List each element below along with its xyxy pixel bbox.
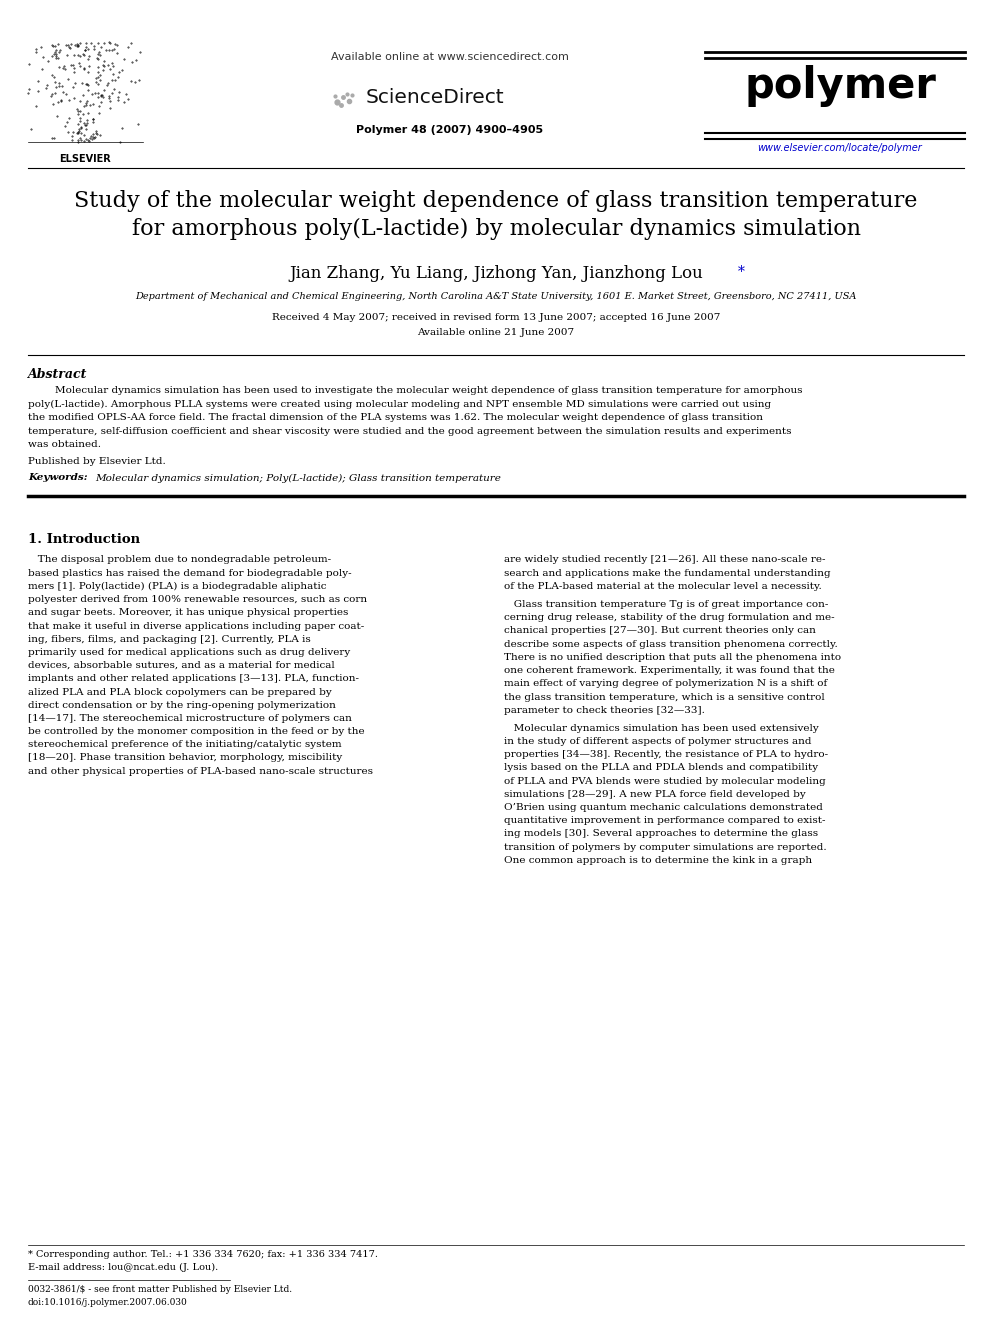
Text: properties [34—38]. Recently, the resistance of PLA to hydro-: properties [34—38]. Recently, the resist… bbox=[504, 750, 828, 759]
Text: parameter to check theories [32—33].: parameter to check theories [32—33]. bbox=[504, 705, 705, 714]
Text: * Corresponding author. Tel.: +1 336 334 7620; fax: +1 336 334 7417.: * Corresponding author. Tel.: +1 336 334… bbox=[28, 1250, 378, 1259]
Text: www.elsevier.com/locate/polymer: www.elsevier.com/locate/polymer bbox=[758, 143, 923, 153]
Text: The disposal problem due to nondegradable petroleum-: The disposal problem due to nondegradabl… bbox=[28, 556, 331, 565]
Text: ing models [30]. Several approaches to determine the glass: ing models [30]. Several approaches to d… bbox=[504, 830, 818, 839]
Text: in the study of different aspects of polymer structures and: in the study of different aspects of pol… bbox=[504, 737, 811, 746]
Text: main effect of varying degree of polymerization N is a shift of: main effect of varying degree of polymer… bbox=[504, 679, 827, 688]
Text: transition of polymers by computer simulations are reported.: transition of polymers by computer simul… bbox=[504, 843, 826, 852]
Text: Keywords:: Keywords: bbox=[28, 474, 91, 483]
Text: temperature, self-diffusion coefficient and shear viscosity were studied and the: temperature, self-diffusion coefficient … bbox=[28, 426, 792, 435]
Text: of the PLA-based material at the molecular level a necessity.: of the PLA-based material at the molecul… bbox=[504, 582, 821, 591]
Text: There is no unified description that puts all the phenomena into: There is no unified description that put… bbox=[504, 652, 841, 662]
Text: of PLLA and PVA blends were studied by molecular modeling: of PLLA and PVA blends were studied by m… bbox=[504, 777, 825, 786]
Text: for amorphous poly(L-lactide) by molecular dynamics simulation: for amorphous poly(L-lactide) by molecul… bbox=[132, 218, 860, 239]
Text: direct condensation or by the ring-opening polymerization: direct condensation or by the ring-openi… bbox=[28, 701, 336, 709]
Text: Jian Zhang, Yu Liang, Jizhong Yan, Jianzhong Lou: Jian Zhang, Yu Liang, Jizhong Yan, Jianz… bbox=[289, 265, 703, 282]
Text: Polymer 48 (2007) 4900–4905: Polymer 48 (2007) 4900–4905 bbox=[356, 124, 544, 135]
Text: ing, fibers, films, and packaging [2]. Currently, PLA is: ing, fibers, films, and packaging [2]. C… bbox=[28, 635, 310, 644]
Text: describe some aspects of glass transition phenomena correctly.: describe some aspects of glass transitio… bbox=[504, 640, 838, 648]
Text: poly(L-lactide). Amorphous PLLA systems were created using molecular modeling an: poly(L-lactide). Amorphous PLLA systems … bbox=[28, 400, 771, 409]
Text: polyester derived from 100% renewable resources, such as corn: polyester derived from 100% renewable re… bbox=[28, 595, 367, 605]
Text: that make it useful in diverse applications including paper coat-: that make it useful in diverse applicati… bbox=[28, 622, 364, 631]
Text: implants and other related applications [3—13]. PLA, function-: implants and other related applications … bbox=[28, 675, 359, 683]
Text: polymer: polymer bbox=[744, 65, 935, 107]
Text: stereochemical preference of the initiating/catalytic system: stereochemical preference of the initiat… bbox=[28, 741, 341, 749]
Text: *: * bbox=[738, 265, 745, 279]
Text: Published by Elsevier Ltd.: Published by Elsevier Ltd. bbox=[28, 456, 166, 466]
Text: mers [1]. Poly(lactide) (PLA) is a biodegradable aliphatic: mers [1]. Poly(lactide) (PLA) is a biode… bbox=[28, 582, 326, 591]
Text: E-mail address: lou@ncat.edu (J. Lou).: E-mail address: lou@ncat.edu (J. Lou). bbox=[28, 1263, 218, 1273]
Text: Molecular dynamics simulation has been used to investigate the molecular weight : Molecular dynamics simulation has been u… bbox=[55, 386, 803, 396]
Text: was obtained.: was obtained. bbox=[28, 441, 101, 448]
Text: and sugar beets. Moreover, it has unique physical properties: and sugar beets. Moreover, it has unique… bbox=[28, 609, 348, 618]
Text: the glass transition temperature, which is a sensitive control: the glass transition temperature, which … bbox=[504, 692, 824, 701]
Text: search and applications make the fundamental understanding: search and applications make the fundame… bbox=[504, 569, 830, 578]
Text: Glass transition temperature Tg is of great importance con-: Glass transition temperature Tg is of gr… bbox=[504, 601, 828, 609]
Text: simulations [28—29]. A new PLA force field developed by: simulations [28—29]. A new PLA force fie… bbox=[504, 790, 806, 799]
Text: and other physical properties of PLA-based nano-scale structures: and other physical properties of PLA-bas… bbox=[28, 767, 373, 775]
Text: One common approach is to determine the kink in a graph: One common approach is to determine the … bbox=[504, 856, 812, 865]
Text: based plastics has raised the demand for biodegradable poly-: based plastics has raised the demand for… bbox=[28, 569, 351, 578]
Text: doi:10.1016/j.polymer.2007.06.030: doi:10.1016/j.polymer.2007.06.030 bbox=[28, 1298, 187, 1307]
Text: are widely studied recently [21—26]. All these nano-scale re-: are widely studied recently [21—26]. All… bbox=[504, 556, 825, 565]
Text: Molecular dynamics simulation has been used extensively: Molecular dynamics simulation has been u… bbox=[504, 724, 818, 733]
Text: devices, absorbable sutures, and as a material for medical: devices, absorbable sutures, and as a ma… bbox=[28, 662, 334, 671]
Text: Abstract: Abstract bbox=[28, 368, 87, 381]
Text: lysis based on the PLLA and PDLA blends and compatibility: lysis based on the PLLA and PDLA blends … bbox=[504, 763, 818, 773]
Text: [18—20]. Phase transition behavior, morphology, miscibility: [18—20]. Phase transition behavior, morp… bbox=[28, 754, 342, 762]
Text: 1. Introduction: 1. Introduction bbox=[28, 533, 140, 546]
Text: Available online 21 June 2007: Available online 21 June 2007 bbox=[418, 328, 574, 337]
Text: ELSEVIER: ELSEVIER bbox=[60, 153, 111, 164]
Text: O’Brien using quantum mechanic calculations demonstrated: O’Brien using quantum mechanic calculati… bbox=[504, 803, 823, 812]
Text: one coherent framework. Experimentally, it was found that the: one coherent framework. Experimentally, … bbox=[504, 665, 835, 675]
Text: ScienceDirect: ScienceDirect bbox=[366, 89, 504, 107]
Text: Molecular dynamics simulation; Poly(L-lactide); Glass transition temperature: Molecular dynamics simulation; Poly(L-la… bbox=[95, 474, 501, 483]
Text: chanical properties [27—30]. But current theories only can: chanical properties [27—30]. But current… bbox=[504, 627, 815, 635]
Text: primarily used for medical applications such as drug delivery: primarily used for medical applications … bbox=[28, 648, 350, 658]
Text: alized PLA and PLA block copolymers can be prepared by: alized PLA and PLA block copolymers can … bbox=[28, 688, 331, 696]
Text: Study of the molecular weight dependence of glass transition temperature: Study of the molecular weight dependence… bbox=[74, 191, 918, 212]
Text: the modified OPLS-AA force field. The fractal dimension of the PLA systems was 1: the modified OPLS-AA force field. The fr… bbox=[28, 413, 763, 422]
Text: Received 4 May 2007; received in revised form 13 June 2007; accepted 16 June 200: Received 4 May 2007; received in revised… bbox=[272, 314, 720, 321]
Text: Available online at www.sciencedirect.com: Available online at www.sciencedirect.co… bbox=[331, 52, 569, 62]
Text: be controlled by the monomer composition in the feed or by the: be controlled by the monomer composition… bbox=[28, 728, 365, 736]
Text: quantitative improvement in performance compared to exist-: quantitative improvement in performance … bbox=[504, 816, 825, 826]
Text: cerning drug release, stability of the drug formulation and me-: cerning drug release, stability of the d… bbox=[504, 614, 834, 622]
Text: 0032-3861/$ - see front matter Published by Elsevier Ltd.: 0032-3861/$ - see front matter Published… bbox=[28, 1285, 292, 1294]
Text: Department of Mechanical and Chemical Engineering, North Carolina A&T State Univ: Department of Mechanical and Chemical En… bbox=[135, 292, 857, 302]
Text: [14—17]. The stereochemical microstructure of polymers can: [14—17]. The stereochemical microstructu… bbox=[28, 714, 352, 722]
